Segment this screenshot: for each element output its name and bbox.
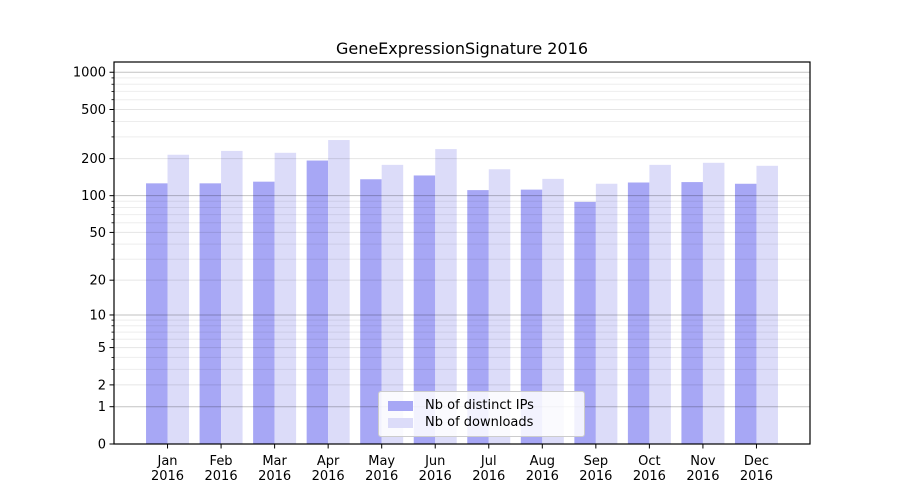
y-tick-label: 2 [98,378,106,393]
bar-downloads-oct [649,164,671,444]
x-tick-label-month: Sep [584,454,609,469]
y-tick-label: 500 [81,103,106,118]
bar-downloads-nov [702,162,725,445]
x-tick-label-year: 2016 [472,469,505,484]
bar-distinct-ips-jul [467,190,489,444]
y-tick-label: 5 [98,341,106,356]
chart-title: GeneExpressionSignature 2016 [335,39,589,58]
bar-distinct-ips-oct [627,182,650,444]
x-tick-label-year: 2016 [151,469,184,484]
bar-distinct-ips-sep [574,201,596,444]
bar-distinct-ips-may [360,179,382,444]
x-tick-label-year: 2016 [633,469,666,484]
y-tick-label: 1 [98,400,106,415]
x-tick-label-month: Feb [210,454,233,469]
x-tick-label-year: 2016 [205,469,238,484]
bar-downloads-mar [274,152,297,444]
x-tick-label-year: 2016 [419,469,452,484]
legend-swatch-distinct-ips-icon [388,400,413,411]
bar-distinct-ips-jan [146,183,168,444]
bar-downloads-jul [488,169,511,444]
legend-item-distinct-ips: Nb of distinct IPs [379,399,584,412]
x-tick-label-month: May [368,454,395,469]
x-tick-label-year: 2016 [579,469,612,484]
y-tick-label: 10 [89,308,106,323]
x-tick-label-month: Oct [638,454,660,469]
legend-label-downloads: Nb of downloads [425,415,534,430]
bar-downloads-may [381,164,404,444]
x-tick-label-month: Nov [690,454,716,469]
y-tick-label: 200 [81,152,106,167]
x-tick-label-year: 2016 [258,469,291,484]
x-tick-label-month: Jan [157,454,178,469]
x-tick-label-year: 2016 [312,469,345,484]
x-tick-label-month: Mar [262,454,287,469]
legend-label-distinct-ips: Nb of distinct IPs [425,398,534,413]
legend-item-downloads: Nb of downloads [379,416,584,429]
y-tick-label: 0 [98,438,106,453]
x-tick-label-year: 2016 [526,469,559,484]
bar-downloads-aug [542,178,564,444]
x-tick-label-year: 2016 [740,469,773,484]
bar-downloads-jan [167,154,190,444]
legend-swatch-downloads-icon [388,417,413,428]
x-tick-label-month: Apr [317,454,340,469]
x-tick-label-year: 2016 [686,469,719,484]
y-tick-label: 1000 [73,66,106,81]
bar-downloads-apr [328,140,350,444]
y-tick-label: 20 [89,274,106,289]
bar-downloads-sep [595,183,618,445]
bar-distinct-ips-jun [413,175,436,445]
y-tick-label: 50 [89,226,106,241]
x-tick-label-month: Jul [480,454,497,469]
x-tick-label-month: Dec [744,454,769,469]
y-tick-label: 100 [81,189,106,204]
x-tick-label-month: Aug [530,454,555,469]
bar-distinct-ips-feb [199,183,222,444]
bar-downloads-jun [435,149,457,445]
x-tick-label-year: 2016 [365,469,398,484]
bar-distinct-ips-apr [306,160,329,444]
bar-downloads-feb [221,150,243,444]
bar-distinct-ips-dec [734,183,757,445]
x-tick-label-month: Jun [424,454,445,469]
plot-border [113,61,811,445]
legend: Nb of distinct IPs Nb of downloads [378,391,585,437]
bar-distinct-ips-mar [253,181,275,445]
bar-distinct-ips-aug [520,189,543,444]
bar-downloads-dec [756,165,778,445]
bar-distinct-ips-nov [681,182,703,444]
